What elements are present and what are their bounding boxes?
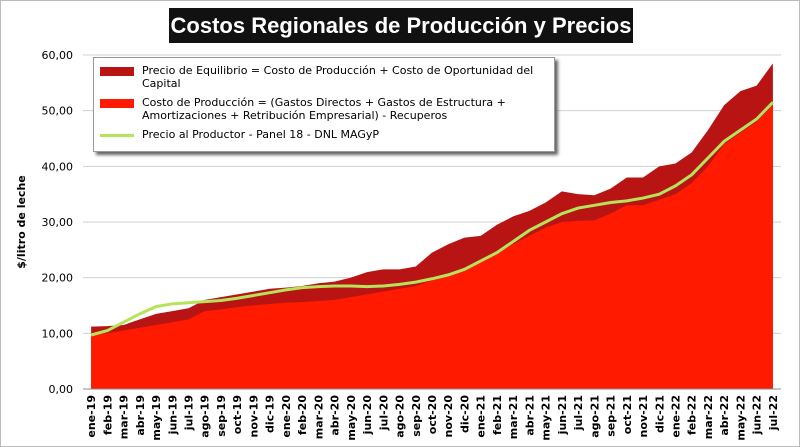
y-tick-label: 20,00 xyxy=(42,272,74,285)
chart-title: Costos Regionales de Producción y Precio… xyxy=(169,8,633,43)
line xyxy=(90,101,774,337)
y-tick-label: 40,00 xyxy=(42,160,74,173)
x-tick-label: may-19 xyxy=(150,395,163,441)
y-tick-label: 10,00 xyxy=(42,327,74,340)
x-tick-label: jul-22 xyxy=(767,395,780,431)
x-tick-label: jul-19 xyxy=(183,395,196,431)
x-tick-label: feb-20 xyxy=(296,395,309,435)
x-tick-label: jun-19 xyxy=(166,395,179,435)
x-tick-label: jun-20 xyxy=(361,395,374,436)
y-tick-label: 0,00 xyxy=(49,383,74,396)
y-tick-label: 30,00 xyxy=(42,216,74,229)
legend-swatch xyxy=(100,67,134,76)
x-tick-label: nov-20 xyxy=(442,395,455,438)
legend-item: Precio al Productor - Panel 18 - DNL MAG… xyxy=(100,128,548,141)
x-tick-label: ago-19 xyxy=(199,395,212,438)
x-tick-label: oct-20 xyxy=(426,395,439,435)
x-tick-label: jul-20 xyxy=(377,395,390,432)
y-tick-label: 50,00 xyxy=(42,105,74,118)
x-tick-label: jul-21 xyxy=(572,395,585,431)
x-tick-label: nov-21 xyxy=(637,395,650,437)
x-tick-label: abr-20 xyxy=(329,395,342,436)
x-tick-label: dic-21 xyxy=(653,395,666,433)
legend-swatch xyxy=(100,134,134,137)
x-tick-label: feb-21 xyxy=(491,395,504,435)
x-tick-label: jun-22 xyxy=(751,395,764,435)
x-tick-label: dic-20 xyxy=(458,395,471,433)
x-tick-label: may-21 xyxy=(540,395,553,441)
x-tick-label: jun-21 xyxy=(556,395,569,435)
x-tick-label: feb-19 xyxy=(101,395,114,435)
y-tick-label: 60,00 xyxy=(42,49,74,62)
x-tick-label: mar-20 xyxy=(312,395,325,440)
x-tick-label: ago-20 xyxy=(394,395,407,438)
x-tick-label: abr-19 xyxy=(134,395,147,436)
x-tick-label: oct-21 xyxy=(621,395,634,434)
legend-label: Precio al Productor - Panel 18 - DNL MAG… xyxy=(142,128,380,141)
x-tick-label: may-20 xyxy=(345,395,358,441)
x-tick-label: sep-21 xyxy=(605,395,618,437)
x-tick-label: mar-22 xyxy=(702,395,715,439)
x-tick-label: feb-22 xyxy=(686,395,699,435)
y-axis-label: $/litro de leche xyxy=(15,175,28,269)
legend-item: Costo de Producción = (Gastos Directos +… xyxy=(100,96,548,122)
x-tick-label: ene-20 xyxy=(280,395,293,438)
x-tick-label: sep-20 xyxy=(410,395,423,437)
x-tick-label: ene-22 xyxy=(669,395,682,438)
area xyxy=(91,105,773,389)
x-tick-label: mar-21 xyxy=(507,395,520,439)
x-tick-label: abr-22 xyxy=(718,395,731,436)
x-tick-label: ago-21 xyxy=(588,395,601,438)
x-tick-label: oct-19 xyxy=(231,395,244,434)
x-tick-label: abr-21 xyxy=(523,395,536,436)
x-tick-label: mar-19 xyxy=(118,395,131,439)
legend-label: Precio de Equilibrio = Costo de Producci… xyxy=(142,64,534,90)
x-tick-label: ene-19 xyxy=(85,395,98,438)
legend-swatch xyxy=(100,99,134,108)
x-tick-label: dic-19 xyxy=(264,395,277,433)
legend-label: Costo de Producción = (Gastos Directos +… xyxy=(142,96,506,122)
x-tick-label: may-22 xyxy=(734,395,747,441)
legend-item: Precio de Equilibrio = Costo de Producci… xyxy=(100,64,548,90)
legend: Precio de Equilibrio = Costo de Producci… xyxy=(93,57,555,152)
x-tick-label: nov-19 xyxy=(247,395,260,437)
x-tick-label: ene-21 xyxy=(475,395,488,438)
x-tick-label: sep-19 xyxy=(215,395,228,437)
